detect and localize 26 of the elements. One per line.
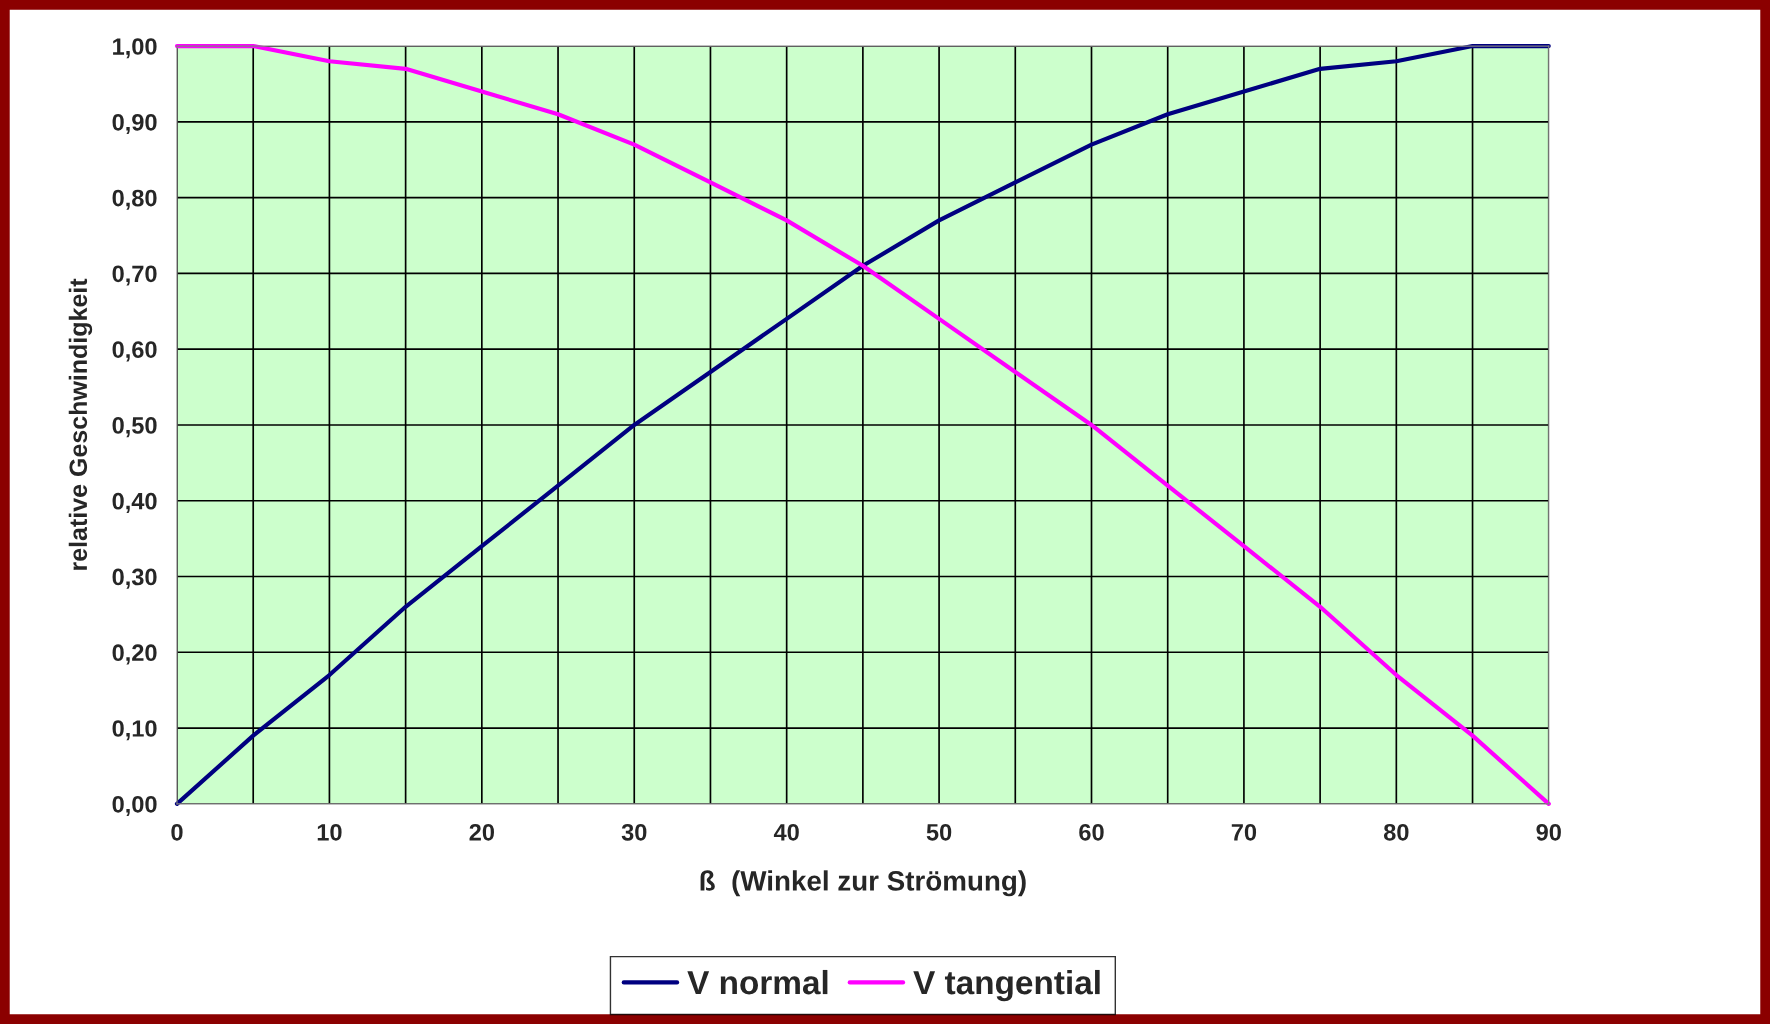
x-tick-label: 40 xyxy=(773,823,799,841)
x-axis-title: ß (Winkel zur Strömung) xyxy=(700,870,1026,897)
y-tick-label: 0,10 xyxy=(112,720,157,741)
x-tick-label: 30 xyxy=(621,823,647,841)
y-tick-label: 0,70 xyxy=(112,265,157,286)
y-tick-label: 0,00 xyxy=(112,795,157,817)
x-tick-label: 90 xyxy=(1536,823,1561,841)
x-tick-label: 80 xyxy=(1383,823,1409,841)
y-tick-label: 0,20 xyxy=(112,644,157,665)
legend-label: V tangential xyxy=(913,969,1100,1002)
x-tick-label: 20 xyxy=(469,823,494,841)
y-tick-label: 0,40 xyxy=(112,492,157,513)
y-tick-label: 0,60 xyxy=(112,341,157,362)
x-tick-label: 0 xyxy=(171,823,183,841)
y-axis-title: relative Geschwindigkeit xyxy=(68,278,93,570)
x-tick-label: 60 xyxy=(1079,823,1104,841)
y-tick-label: 1,00 xyxy=(113,38,157,59)
legend-label: V normal xyxy=(687,969,828,995)
y-tick-label: 0,30 xyxy=(112,568,157,589)
y-tick-label: 0,90 xyxy=(112,113,157,135)
x-tick-label: 50 xyxy=(926,823,952,841)
x-tick-label: 70 xyxy=(1231,823,1257,841)
x-tick-label: 10 xyxy=(317,823,342,841)
line-series xyxy=(174,43,1551,806)
y-tick-label: 0,80 xyxy=(112,189,157,210)
y-tick-label: 0,50 xyxy=(112,417,157,438)
